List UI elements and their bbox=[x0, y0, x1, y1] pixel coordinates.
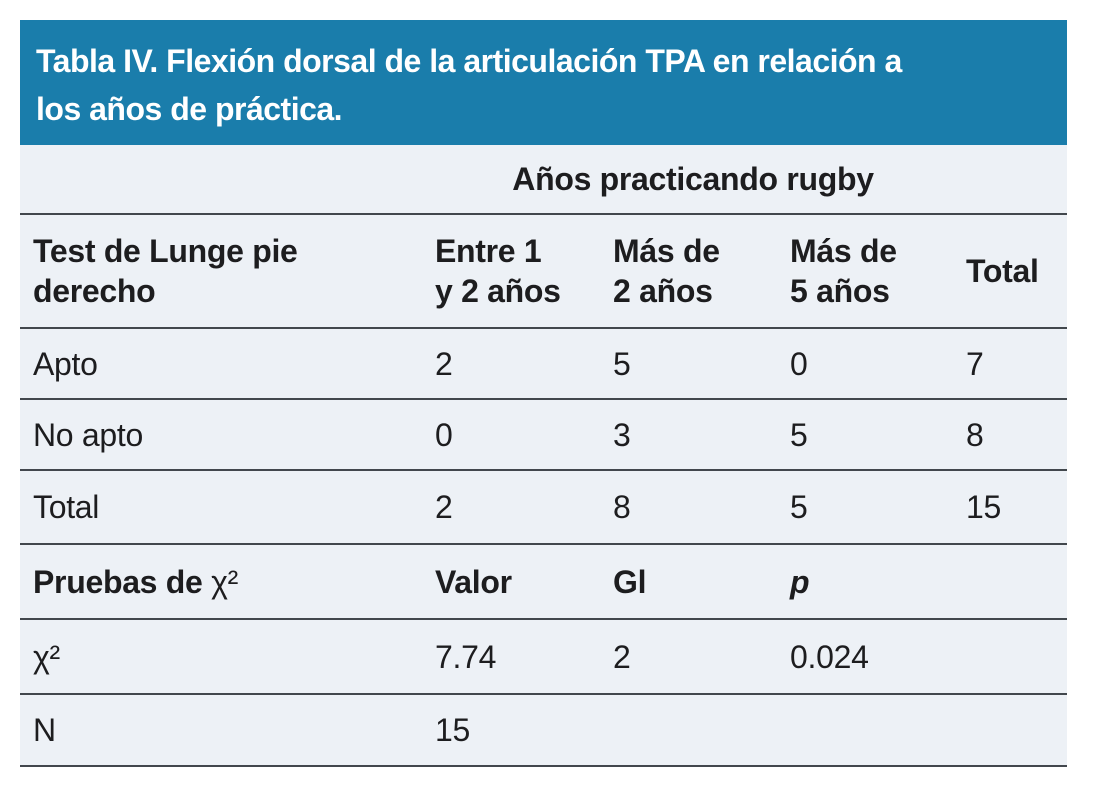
cell-value: 0 bbox=[435, 416, 453, 453]
cell-value: 0 bbox=[790, 345, 808, 382]
col-header-test-lunge-line2: derecho bbox=[33, 273, 156, 309]
cell-value: 5 bbox=[790, 416, 808, 453]
stats-col-valor: Valor bbox=[435, 563, 512, 600]
col-header-entre-1-2-line2: y 2 años bbox=[435, 273, 561, 309]
table-iv-panel: Tabla IV. Flexión dorsal de la articulac… bbox=[20, 20, 1067, 767]
cell-value: 2 bbox=[613, 638, 631, 675]
col-header-mas-de-2: Más de 2 años bbox=[613, 231, 790, 311]
table-title-line-1: Tabla IV. Flexión dorsal de la articulac… bbox=[36, 42, 902, 79]
cell-value: 2 bbox=[435, 489, 453, 525]
chi-squared-symbol: χ² bbox=[211, 563, 238, 600]
stats-header-row: Pruebas de χ² Valor Gl p bbox=[20, 543, 1067, 618]
row-label: Apto bbox=[33, 345, 98, 382]
col-header-mas-de-2-line1: Más de bbox=[613, 233, 720, 269]
col-header-mas-de-5-line2: 5 años bbox=[790, 273, 890, 309]
cell-value: 15 bbox=[966, 489, 1001, 525]
group-header-row: Años practicando rugby bbox=[20, 145, 1067, 213]
stats-row-n: N 15 bbox=[20, 693, 1067, 767]
cell-value: 2 bbox=[435, 345, 453, 382]
cell-value: 5 bbox=[613, 345, 631, 382]
col-header-mas-de-5: Más de 5 años bbox=[790, 231, 966, 311]
row-label: N bbox=[33, 712, 56, 748]
column-header-row: Test de Lunge pie derecho Entre 1 y 2 añ… bbox=[20, 213, 1067, 327]
col-header-entre-1-2: Entre 1 y 2 años bbox=[435, 231, 613, 311]
cell-value: 5 bbox=[790, 489, 808, 525]
table-row-apto: Apto 2 5 0 7 bbox=[20, 327, 1067, 398]
cell-value: 8 bbox=[966, 416, 984, 453]
cell-value: 7 bbox=[966, 345, 984, 382]
cell-value: 8 bbox=[613, 489, 631, 525]
table-row-total: Total 2 8 5 15 bbox=[20, 469, 1067, 543]
row-label: χ² bbox=[33, 638, 60, 675]
col-header-total: Total bbox=[966, 253, 1039, 289]
table-title-band: Tabla IV. Flexión dorsal de la articulac… bbox=[20, 20, 1067, 145]
col-header-test-lunge-line1: Test de Lunge pie bbox=[33, 233, 298, 269]
row-label: No apto bbox=[33, 416, 143, 453]
col-header-mas-de-2-line2: 2 años bbox=[613, 273, 713, 309]
table-row-no-apto: No apto 0 3 5 8 bbox=[20, 398, 1067, 469]
cell-value: 3 bbox=[613, 416, 631, 453]
col-header-test-lunge: Test de Lunge pie derecho bbox=[20, 231, 435, 311]
stats-col-p: p bbox=[790, 563, 810, 600]
row-label: Total bbox=[33, 489, 100, 525]
stats-col-gl: Gl bbox=[613, 563, 647, 600]
col-header-entre-1-2-line1: Entre 1 bbox=[435, 233, 542, 269]
stats-header-label: Pruebas de χ² bbox=[20, 562, 435, 602]
cell-value: 0.024 bbox=[790, 638, 869, 675]
col-header-mas-de-5-line1: Más de bbox=[790, 233, 897, 269]
stats-row-chi-squared: χ² 7.74 2 0.024 bbox=[20, 618, 1067, 693]
group-header-label: Años practicando rugby bbox=[512, 161, 874, 197]
table-title-line-2: los años de práctica. bbox=[36, 90, 343, 127]
cell-value: 7.74 bbox=[435, 638, 497, 675]
cell-value: 15 bbox=[435, 712, 470, 748]
stats-header-prefix: Pruebas de bbox=[33, 563, 212, 600]
